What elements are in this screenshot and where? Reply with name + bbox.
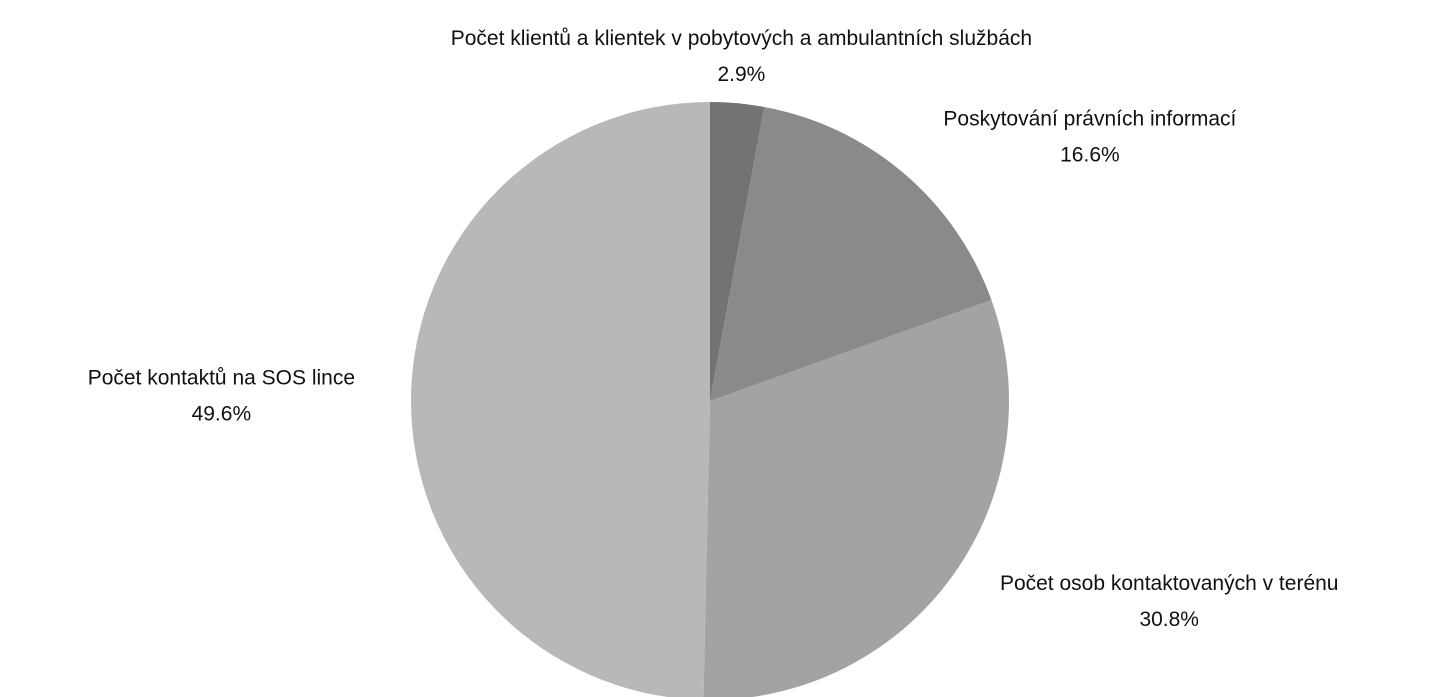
slice-value-label: 30.8% <box>1139 608 1199 631</box>
slice-label: Počet klientů a klientek v pobytových a … <box>451 27 1032 50</box>
slice-label: Poskytování právních informací <box>943 108 1236 131</box>
pie-slice <box>411 102 710 697</box>
pie-slice <box>703 300 1009 697</box>
slice-value-label: 2.9% <box>717 63 765 86</box>
slice-label: Počet kontaktů na SOS lince <box>88 367 355 390</box>
slice-value-label: 16.6% <box>1060 144 1120 167</box>
slice-label: Počet osob kontaktovaných v terénu <box>1000 572 1339 595</box>
slice-value-label: 49.6% <box>192 403 252 426</box>
pie-slice <box>710 106 992 401</box>
pie-slice <box>710 102 765 401</box>
